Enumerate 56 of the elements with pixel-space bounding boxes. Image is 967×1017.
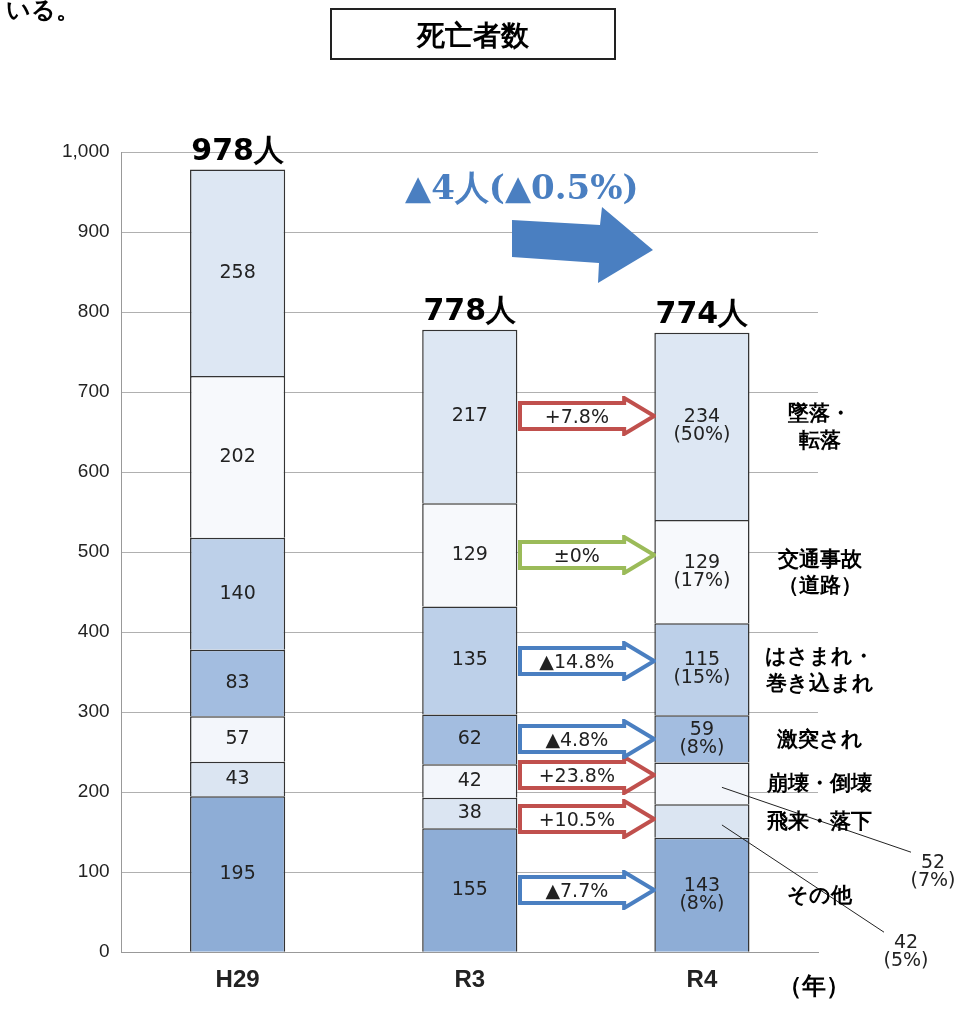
y-tick-label: 400 [77,620,110,642]
data-label: 234 (50%) [673,404,731,445]
data-label: 140 [219,580,256,603]
y-tick-label: 1,000 [62,140,110,162]
total-label: 778人 [423,290,517,329]
series-label: はさまれ・巻き込まれ [764,643,876,696]
data-label: 129 [451,541,488,564]
x-tick-label: H29 [215,965,260,993]
annotation: +10.5% [538,807,615,830]
y-tick-label: 200 [77,780,110,802]
y-tick-label: 900 [77,220,110,242]
data-label: 43 [225,765,250,788]
data-label: 155 [451,876,488,899]
data-label: 258 [219,259,256,282]
y-tick-label: 500 [77,540,110,562]
x-tick-label: R4 [686,965,718,993]
y-tick-label: 0 [98,940,110,962]
annotation: ▲14.8% [539,649,615,672]
chart-title: 死亡者数 [330,8,616,60]
y-tick-label: 700 [77,380,110,402]
data-label: 83 [225,669,250,692]
series-label: 飛来・落下 [766,807,874,835]
data-label: 135 [451,647,488,670]
x-tick-label: R3 [454,965,486,993]
y-tick-label: 100 [77,860,110,882]
y-tick-label: 300 [77,700,110,722]
x-axis-title: （年） [778,971,850,1003]
series-label: 交通事故（道路） [776,545,863,598]
y-tick-label: 800 [77,300,110,322]
annotation: ▲4人(▲0.5%) [405,166,639,209]
data-label: 217 [451,403,488,426]
data-label: 59 (8%) [679,716,725,757]
data-label: 42 (5%) [883,930,929,971]
data-label: 52 (7%) [910,850,956,891]
data-label: 42 [457,767,482,790]
data-label: 202 [219,443,256,466]
data-label: 57 [225,725,250,748]
data-label: 115 (15%) [673,647,731,688]
series-label: 崩壊・倒壊 [766,770,874,797]
data-label: 38 [457,799,482,822]
data-label: 195 [219,860,256,883]
total-label: 774人 [655,293,749,332]
annotation: ▲7.7% [545,878,609,901]
annotation: ▲4.8% [545,728,609,751]
data-label: 143 (8%) [679,872,725,913]
annotation: ±0% [553,543,600,566]
total-label: 978人 [191,130,284,169]
series-label: 墜落・転落 [787,400,853,453]
series-label: その他 [786,881,854,908]
annotation: +7.8% [544,405,609,428]
data-label: 129 (17%) [673,549,731,590]
series-label: 激突され [775,725,864,753]
y-tick-label: 600 [77,460,110,482]
text: いる。 [6,0,80,26]
data-label: 62 [457,726,482,749]
annotation: +23.8% [538,763,615,786]
